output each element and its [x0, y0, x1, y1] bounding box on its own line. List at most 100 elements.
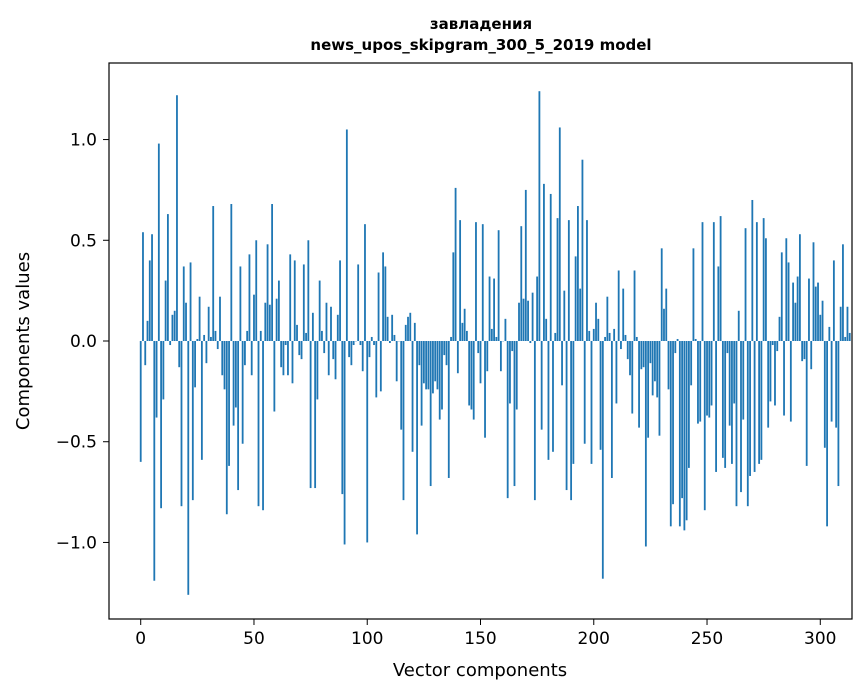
x-tick-label: 150 [464, 629, 496, 649]
bar-component-178 [543, 183, 545, 341]
bar-component-117 [404, 324, 407, 341]
bar-component-24 [194, 341, 196, 388]
bar-component-270 [751, 199, 754, 341]
bar-component-264 [737, 310, 740, 341]
x-axis-label: Vector components [393, 660, 567, 681]
bar-component-138 [452, 252, 455, 341]
bar-component-40 [230, 204, 233, 341]
bar-component-80 [321, 330, 323, 341]
bar-component-253 [712, 222, 715, 341]
bar-component-297 [812, 242, 815, 341]
bar-component-58 [271, 204, 274, 341]
bar-component-38 [225, 341, 228, 515]
bar-component-106 [379, 341, 382, 392]
bar-component-150 [479, 341, 482, 384]
y-tick-label: −0.5 [56, 433, 97, 453]
bar-component-146 [470, 341, 473, 410]
bar-component-15 [173, 310, 176, 341]
bar-component-87 [336, 314, 339, 341]
bar-component-230 [660, 248, 663, 341]
bar-component-125 [422, 341, 425, 384]
bar-component-55 [264, 302, 267, 341]
bar-component-152 [484, 341, 486, 438]
x-tick-label: 0 [135, 629, 146, 649]
bar-component-193 [576, 206, 579, 341]
bar-component-76 [311, 312, 314, 341]
bar-component-172 [529, 341, 532, 344]
bar-component-267 [744, 228, 747, 341]
bar-component-296 [810, 341, 813, 370]
bar-component-244 [692, 248, 695, 341]
bar-component-92 [348, 341, 351, 358]
bar-component-220 [638, 341, 640, 428]
bar-component-9 [160, 341, 163, 509]
bar-component-298 [814, 286, 817, 341]
bar-component-157 [495, 336, 498, 341]
bar-component-74 [307, 240, 310, 341]
bar-component-105 [377, 272, 380, 341]
bar-component-17 [178, 341, 181, 368]
bar-component-288 [792, 282, 795, 341]
bar-component-306 [832, 260, 835, 341]
bar-component-132 [438, 341, 441, 420]
bar-component-16 [176, 95, 178, 342]
bar-component-246 [697, 341, 699, 424]
bar-component-42 [234, 341, 237, 408]
bar-component-266 [742, 341, 745, 420]
bar-component-243 [690, 341, 693, 386]
bar-component-14 [171, 314, 174, 341]
bar-component-94 [352, 341, 355, 346]
bar-component-242 [687, 341, 690, 468]
bar-component-200 [592, 328, 595, 341]
bar-component-309 [839, 306, 842, 341]
bar-component-129 [432, 341, 434, 394]
bar-component-168 [520, 226, 523, 341]
y-axis-ticks: −1.0 −0.5 0.0 0.5 1.0 [56, 131, 109, 553]
bar-component-84 [330, 306, 332, 341]
bar-component-12 [166, 214, 169, 341]
bar-component-34 [216, 341, 219, 350]
bar-component-182 [552, 341, 554, 452]
bar-component-286 [787, 262, 790, 341]
x-axis-ticks: 0 50 100 150 200 250 300 [135, 619, 837, 649]
bar-component-265 [740, 341, 742, 493]
bar-component-186 [561, 341, 563, 386]
bar-component-26 [198, 296, 201, 341]
bar-component-238 [678, 341, 681, 527]
bar-component-301 [821, 300, 824, 341]
bar-component-83 [327, 341, 330, 376]
bar-component-98 [361, 341, 364, 372]
bar-component-96 [357, 264, 360, 341]
bar-component-119 [409, 312, 412, 341]
bar-component-90 [343, 341, 346, 545]
bar-component-185 [558, 127, 561, 341]
bar-component-122 [416, 341, 418, 535]
bar-component-289 [794, 302, 797, 341]
bar-component-273 [758, 341, 761, 464]
bar-component-260 [728, 341, 731, 426]
bar-component-41 [232, 341, 235, 426]
bar-component-248 [701, 222, 704, 341]
bar-component-176 [538, 91, 541, 341]
bar-component-225 [649, 341, 652, 364]
bar-component-39 [228, 341, 230, 466]
bar-component-247 [699, 341, 702, 422]
bar-component-25 [196, 338, 199, 341]
bar-component-97 [359, 341, 362, 346]
bar-component-252 [710, 341, 713, 406]
bar-component-284 [783, 341, 785, 416]
bar-component-312 [846, 306, 849, 341]
bar-component-71 [300, 341, 303, 360]
bar-component-120 [411, 341, 414, 452]
bar-component-198 [588, 330, 591, 341]
bar-component-128 [429, 341, 432, 487]
bar-component-240 [683, 341, 686, 531]
bar-component-99 [364, 224, 366, 341]
bar-component-13 [169, 341, 172, 346]
bar-component-52 [257, 341, 260, 507]
y-tick-label: 1.0 [70, 131, 97, 151]
bar-component-118 [407, 316, 409, 341]
bar-component-137 [450, 336, 452, 341]
bar-component-181 [549, 193, 552, 341]
bar-component-205 [604, 336, 606, 341]
